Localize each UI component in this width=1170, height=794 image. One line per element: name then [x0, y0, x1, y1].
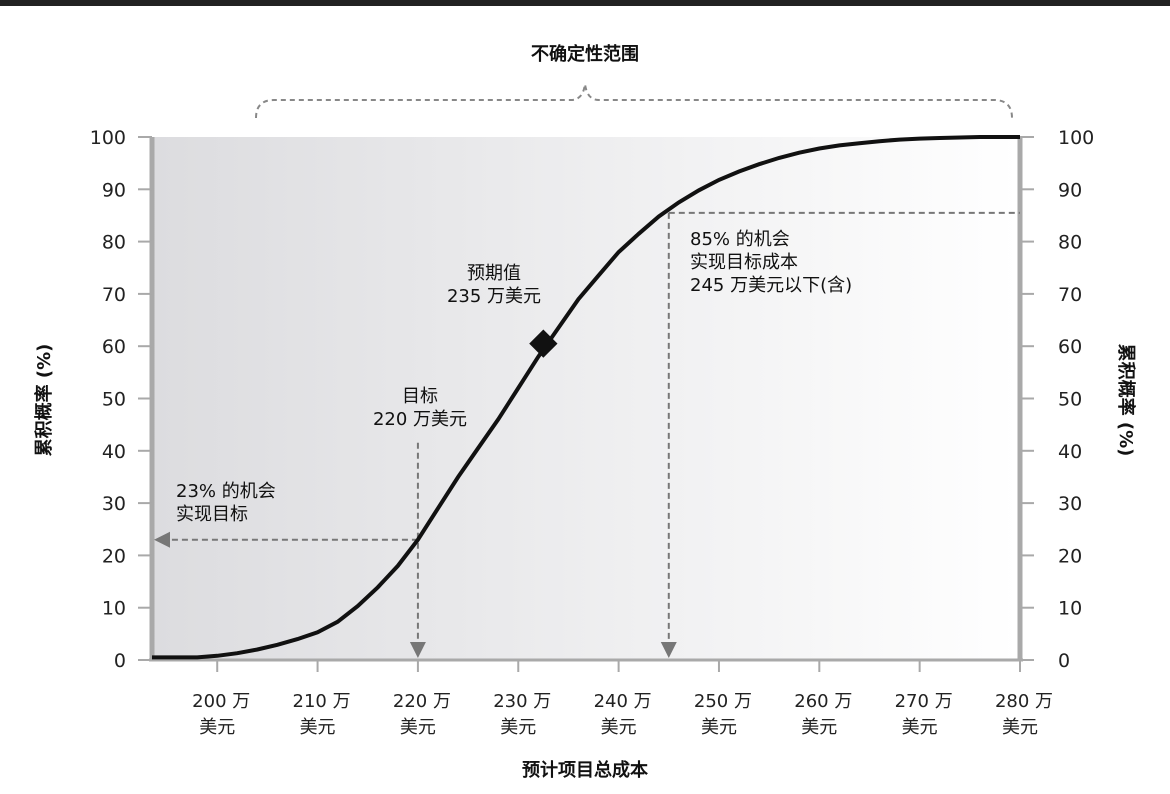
target-left-arrow — [154, 531, 170, 548]
x-tick-label: 220 万 — [393, 691, 451, 712]
x-tick-label: 280 万 — [995, 691, 1053, 712]
y-tick-label-right: 100 — [1058, 127, 1094, 149]
expected-value-label: 235 万美元 — [447, 286, 541, 307]
y-tick-label-left: 80 — [102, 232, 126, 254]
p85-label: 实现目标成本 — [690, 252, 798, 273]
expected-value-label: 预期值 — [467, 263, 521, 284]
uncertainty-range-brace — [255, 83, 1013, 119]
y-tick-label-right: 30 — [1058, 493, 1082, 515]
x-tick-label: 240 万 — [594, 691, 652, 712]
y-tick-label-right: 80 — [1058, 232, 1082, 254]
x-tick-label: 200 万 — [192, 691, 250, 712]
expected-value-marker — [529, 329, 558, 358]
x-tick-label-unit: 美元 — [500, 717, 536, 738]
y-tick-label-left: 30 — [102, 493, 126, 515]
y-tick-label-right: 20 — [1058, 545, 1082, 567]
target-chance-label: 实现目标 — [176, 504, 248, 525]
x-tick-label-unit: 美元 — [701, 717, 737, 738]
x-tick-label-unit: 美元 — [300, 717, 336, 738]
top-border — [0, 0, 1170, 6]
y-tick-label-left: 90 — [102, 179, 126, 201]
uncertainty-range-title: 不确定性范围 — [531, 43, 639, 65]
x-tick-label-unit: 美元 — [1002, 717, 1038, 738]
x-tick-label-unit: 美元 — [601, 717, 637, 738]
y-tick-label-right: 50 — [1058, 389, 1082, 411]
y-tick-label-left: 60 — [102, 336, 126, 358]
y-tick-label-right: 90 — [1058, 179, 1082, 201]
y-tick-label-left: 10 — [102, 598, 126, 620]
x-axis-title: 预计项目总成本 — [522, 759, 648, 781]
p85-label: 85% 的机会 — [690, 229, 790, 250]
target-chance-label: 23% 的机会 — [176, 481, 276, 502]
y-tick-label-right: 60 — [1058, 336, 1082, 358]
y-tick-label-right: 0 — [1058, 650, 1070, 672]
y-tick-label-left: 40 — [102, 441, 126, 463]
y-tick-label-left: 20 — [102, 545, 126, 567]
y-axis-title-right: 累积概率 (%) — [1115, 344, 1137, 457]
p85-label: 245 万美元以下(含) — [690, 275, 852, 296]
p85-down-arrow — [660, 642, 677, 658]
x-tick-label-unit: 美元 — [801, 717, 837, 738]
x-tick-label-unit: 美元 — [902, 717, 938, 738]
cumulative-probability-curve — [152, 135, 1020, 660]
target-down-arrow — [409, 642, 426, 658]
x-tick-label-unit: 美元 — [400, 717, 436, 738]
y-tick-label-left: 0 — [114, 650, 126, 672]
y-tick-label-left: 50 — [102, 389, 126, 411]
target-label: 目标 — [402, 386, 438, 407]
y-axis-title-left: 累积概率 (%) — [33, 344, 55, 457]
y-tick-label-left: 70 — [102, 284, 126, 306]
x-tick-label: 260 万 — [794, 691, 852, 712]
y-tick-label-right: 70 — [1058, 284, 1082, 306]
x-tick-label: 250 万 — [694, 691, 752, 712]
y-tick-label-right: 40 — [1058, 441, 1082, 463]
x-tick-label: 270 万 — [895, 691, 953, 712]
y-tick-label-left: 100 — [90, 127, 126, 149]
x-tick-label-unit: 美元 — [199, 717, 235, 738]
x-tick-label: 210 万 — [293, 691, 351, 712]
y-tick-label-right: 10 — [1058, 598, 1082, 620]
plot-area — [152, 137, 1020, 660]
x-tick-label: 230 万 — [493, 691, 551, 712]
target-label: 220 万美元 — [373, 409, 467, 430]
